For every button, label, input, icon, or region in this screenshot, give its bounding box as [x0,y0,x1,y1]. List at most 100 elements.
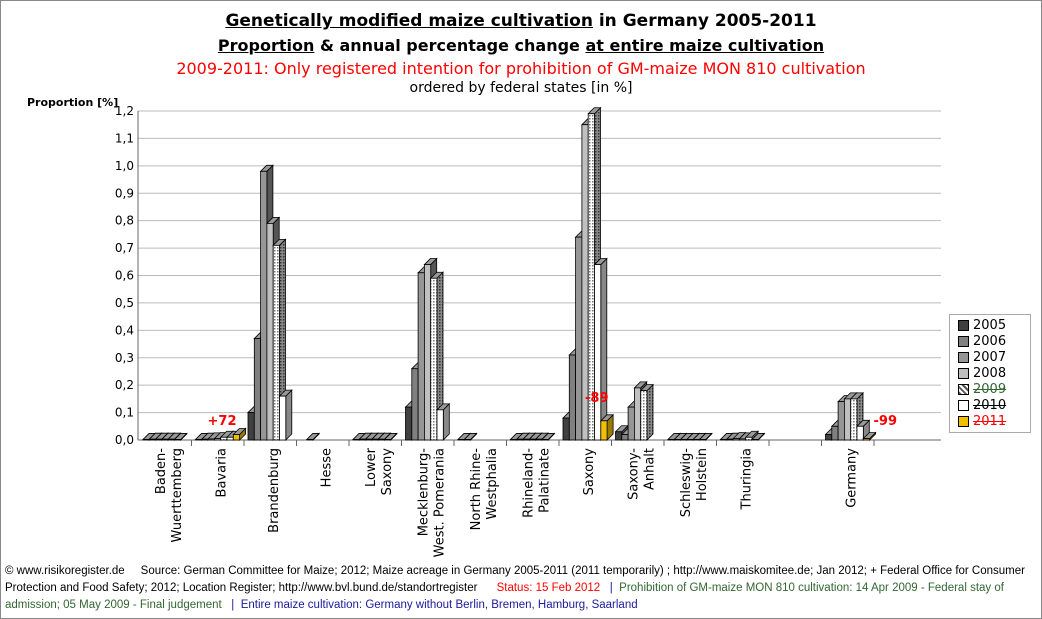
legend-item: 2010 [950,397,1030,413]
bar-2006 [621,434,629,441]
legend-item: 2006 [950,333,1030,349]
bar-2007 [522,438,530,441]
x-tick-label-line: Wuerttemberg [170,448,185,542]
bar-2010 [541,439,549,441]
bar-2009 [535,438,543,441]
chart-subtitle: Proportion & annual percentage change at… [1,36,1041,55]
x-tick-label-line: Rhineland- [522,448,537,518]
legend-item: 2008 [950,365,1030,381]
separator: | [609,582,613,594]
bar-2007 [155,438,163,441]
legend-swatch [958,399,969,411]
legend-label: 2008 [973,365,1007,381]
bar-2009 [220,436,228,441]
bar-2007 [837,401,845,441]
legend-swatch [958,335,969,347]
bar-2009 [745,436,753,441]
bar-2008 [213,438,222,441]
x-tick-label: Brandenburg [267,448,282,533]
bar-2010 [751,439,759,441]
bar-2005 [615,431,623,441]
x-tick-label-line: Schleswig- [679,448,694,518]
bar-2006 [148,438,157,441]
bar-2009 [692,439,700,441]
bar-2008 [844,398,852,441]
x-tick-label: Saxony [582,448,597,496]
legend-item: 2007 [950,349,1030,365]
y-tick-label: 0,9 [115,186,134,200]
bar-2006 [568,354,576,441]
y-tick-label: 0,7 [115,241,134,255]
legend-item: 2009 [950,381,1030,397]
y-axis-label: Proportion [%] [27,96,119,109]
bar-2006 [358,438,366,441]
bar-side-2009 [646,383,654,441]
annotation-label: -99 [874,414,898,429]
bar-2008 [634,387,642,441]
x-tick-label: Mecklenburg-West. Pomerania [417,448,448,558]
y-tick-label: 1,2 [115,104,134,118]
y-tick-label: 0,6 [115,269,134,283]
bar-top-2006 [305,433,321,440]
bar-2008 [371,438,379,441]
bar-2009 [640,390,648,441]
plot-area: 0,0 0,1 0,2 0,3 0,4 0,5 0,6 0,7 0,8 0,9 1,0 1,1 1,2 B… [115,104,941,558]
bar-2008 [739,438,747,441]
bar-2007 [627,406,635,441]
x-tick-label-line: Anhalt [643,448,658,490]
entire-note: Entire maize cultivation: Germany withou… [240,599,638,611]
x-tick-label-line: Brandenburg [267,448,282,533]
x-tick-label-line: Bavaria [215,448,230,497]
bar-2010 [436,409,444,441]
title-underlined: Genetically modified maize cultivation [225,11,593,31]
source: Source: German Committee for Maize; 2012… [5,565,1025,594]
separator: | [231,599,235,611]
y-tick-label: 0,2 [115,378,134,392]
bar-2007 [575,236,583,441]
bar-2005 [510,439,518,441]
bar-2010 [594,264,602,441]
bar-2005 [825,434,833,441]
x-tick-label-line: Lower [364,447,379,487]
legend-item: 2005 [950,317,1030,333]
legend-label: 2011 [973,413,1007,429]
y-tick-label: 0,5 [115,296,134,310]
x-tick-label-line: Mecklenburg- [417,448,432,537]
bar-2008 [529,438,537,441]
x-tick-label-line: Saxony [380,448,395,496]
subtitle-a: Proportion [217,36,315,55]
bar-2008 [423,264,432,441]
y-tick-label: 0,3 [115,351,134,365]
bar-2011 [862,438,870,441]
footer: © www.risikoregister.de Source: German C… [5,563,1035,614]
status: Status: 15 Feb 2012 [496,582,601,594]
bar-2009 [272,244,280,441]
y-tick-label: 0,8 [115,214,134,228]
bar-2006 [411,368,419,441]
title-rest: in Germany 2005-2011 [592,11,817,31]
bar-2010 [279,395,287,441]
y-tick-label: 1,0 [115,159,134,173]
x-tick-label-line: Palatinate [538,448,553,513]
bar-2005 [562,417,570,441]
bar-2008 [686,439,694,441]
bar-2006 [306,439,314,441]
x-tick-label: Thuringia [740,448,755,510]
bar-2010 [384,439,392,441]
bar-2007 [732,438,740,441]
bar-2008 [266,223,274,441]
x-tick-label: Hesse [320,448,335,487]
bar-2005 [142,439,150,441]
legend-swatch [958,319,969,331]
bar-2006 [463,439,471,441]
bar-2009 [167,438,175,441]
x-tick-label-line: Germany [845,448,860,508]
bar-2009 [377,438,385,441]
x-tick-label-line: Westphalia [485,448,500,520]
y-tick-label: 0,4 [115,323,134,337]
x-tick-label-line: Saxony- [627,448,642,500]
bar-2011 [600,420,608,441]
x-tick-label-line: Hesse [320,448,335,487]
bar-2005 [667,439,675,441]
x-tick-label: Bavaria [215,448,230,497]
